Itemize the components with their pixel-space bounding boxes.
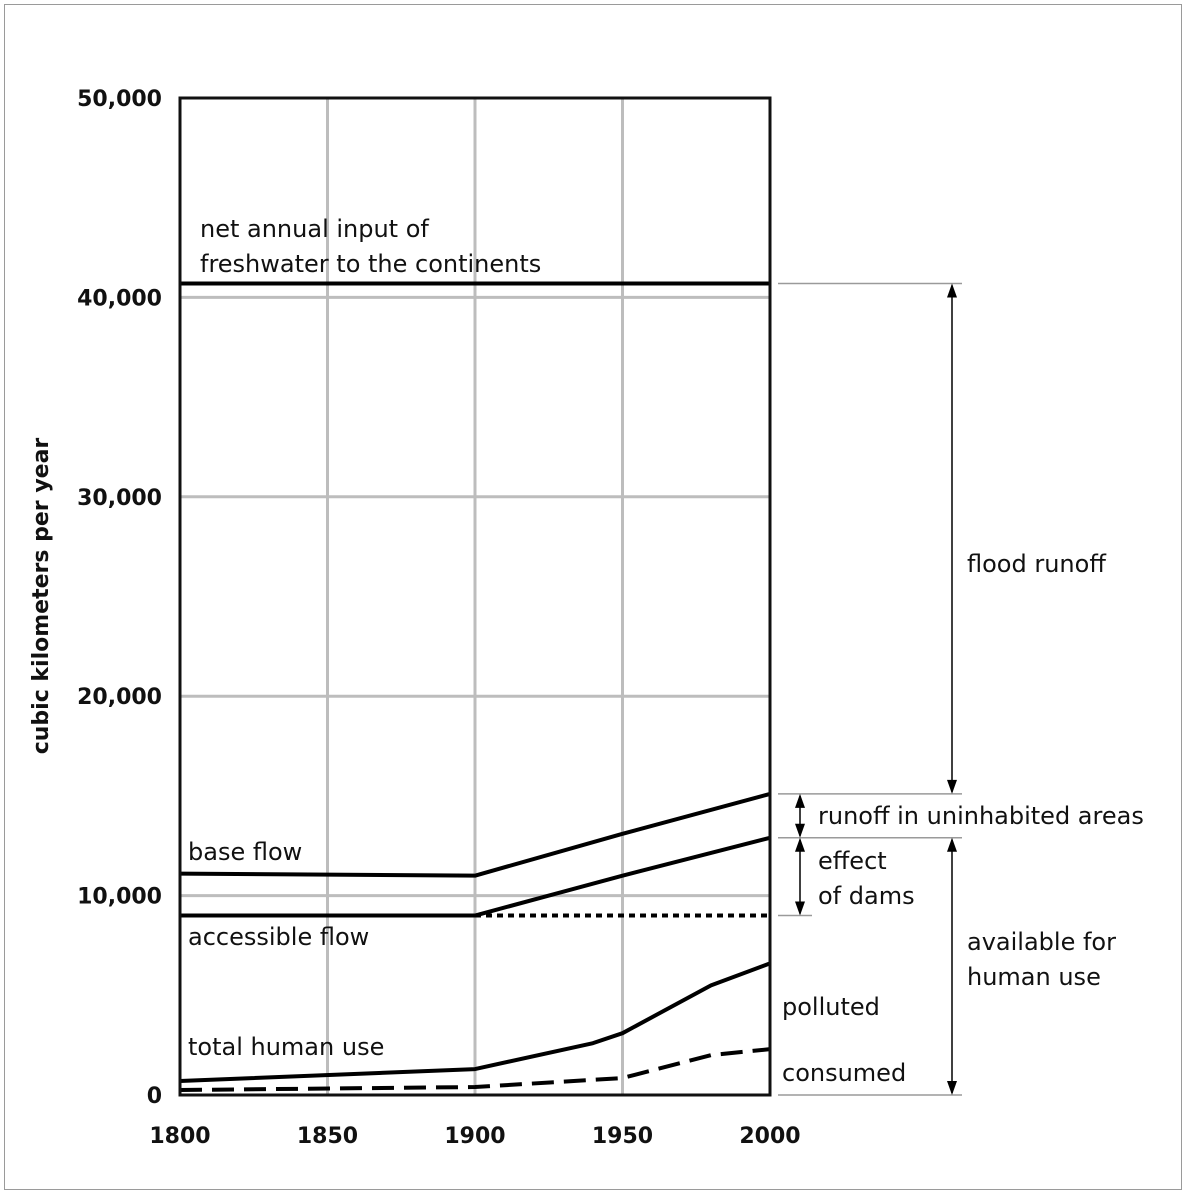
figure-frame <box>4 4 1182 1190</box>
consumed-label: consumed <box>782 1059 906 1087</box>
annotation-brackets <box>778 282 962 1096</box>
y-tick-label: 0 <box>147 1084 162 1109</box>
available-use-arrow-arrowhead-top <box>947 837 957 852</box>
effect-of-dams-arrow-arrowhead-top <box>795 837 805 852</box>
series-line <box>179 791 771 878</box>
accessible-flow-label: accessible flow <box>188 923 369 951</box>
available-use-arrow-arrowhead-bottom <box>947 1081 957 1095</box>
y-tick-label: 10,000 <box>77 885 162 910</box>
series-lines <box>179 281 771 1093</box>
net-input-label-line1: net annual input of <box>200 215 429 243</box>
series-line <box>179 1047 771 1093</box>
x-tick-label: 2000 <box>739 1124 800 1149</box>
net-input-label-line2: freshwater to the continents <box>200 250 541 278</box>
flood-runoff-arrow-arrowhead-bottom <box>947 779 957 794</box>
series-line <box>180 835 771 918</box>
x-tick-label: 1850 <box>297 1124 358 1149</box>
y-axis-label: cubic kilometers per year <box>29 438 54 755</box>
x-tick-label: 1950 <box>592 1124 653 1149</box>
y-tick-label: 50,000 <box>77 87 162 112</box>
effect-of-dams-arrow-arrowhead-bottom <box>795 901 805 916</box>
series-line <box>179 961 771 1084</box>
tick-labels: 1800 1850 1900 1950 2000 0 10,000 20,000 30,000 4… <box>77 87 801 1149</box>
effect-of-dams-label-line2: of dams <box>818 882 915 910</box>
uninhabited-runoff-arrow-arrowhead-bottom <box>795 823 805 838</box>
runoff-uninhabited-label: runoff in uninhabited areas <box>818 802 1144 830</box>
polluted-label: polluted <box>782 993 880 1021</box>
uninhabited-runoff-arrow-arrowhead-top <box>795 793 805 808</box>
base-flow-label: base flow <box>188 838 302 866</box>
x-tick-label: 1800 <box>149 1124 210 1149</box>
y-tick-label: 30,000 <box>77 486 162 511</box>
y-tick-label: 40,000 <box>77 286 162 311</box>
y-tick-label: 20,000 <box>77 685 162 710</box>
flood-runoff-arrow-arrowhead-top <box>947 283 957 298</box>
flood-runoff-label: flood runoff <box>967 550 1106 578</box>
available-for-human-use-label-line2: human use <box>967 963 1101 991</box>
x-tick-label: 1900 <box>444 1124 505 1149</box>
plot-border <box>178 96 772 1097</box>
effect-of-dams-label-line1: effect <box>818 847 887 875</box>
total-human-use-label: total human use <box>188 1033 384 1061</box>
available-for-human-use-label-line1: available for <box>967 928 1116 956</box>
